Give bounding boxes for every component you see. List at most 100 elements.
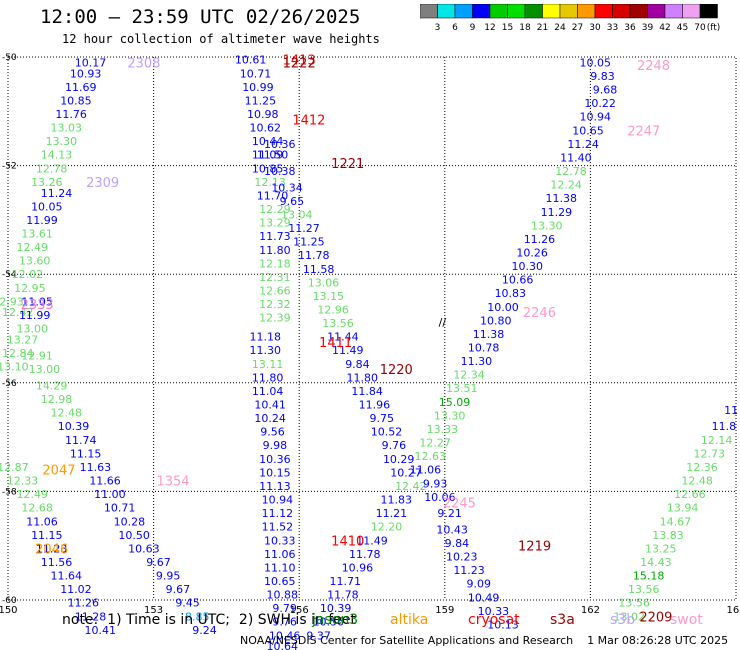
wave-height-label: 9.76 (382, 439, 407, 452)
wave-height-label: 10.28 (114, 515, 146, 528)
wave-height-label: 13.00 (17, 323, 49, 336)
wave-height-label: 10.23 (446, 551, 478, 564)
wave-height-label: 12.42 (395, 480, 427, 493)
colorbar-tick-label: 70 (694, 23, 706, 33)
wave-height-label: 13.29 (259, 217, 291, 230)
wave-height-label: 10.71 (104, 502, 136, 515)
pass-time-label: 2333 (21, 298, 54, 313)
pass-time-label: 1411 (319, 336, 352, 351)
wave-height-label: 9.56 (260, 426, 285, 439)
pass-time-label: 2246 (523, 306, 556, 321)
plot-frame (7, 56, 737, 601)
legend-s3b: s3b (610, 612, 636, 628)
wave-height-label: 10.15 (259, 466, 291, 479)
y-tick-label: -54 (2, 270, 17, 280)
wave-height-label: 11.40 (560, 151, 592, 164)
wave-height-label: 9.75 (369, 412, 394, 425)
wave-height-label: 11.12 (262, 507, 294, 520)
legend-altika: altika (390, 612, 429, 628)
wave-height-label: 10.85 (252, 162, 284, 175)
wave-height-label: 11.25 (245, 94, 277, 107)
pass-time-label: 1410 (331, 534, 364, 549)
wave-height-label: 15.18 (633, 570, 665, 583)
wave-height-label: 11.74 (65, 434, 97, 447)
wave-height-label: 11.73 (259, 230, 291, 243)
wave-height-label: 14.67 (660, 515, 692, 528)
colorbar-tick-label: 15 (502, 23, 513, 33)
wave-height-label: 10.99 (242, 81, 274, 94)
wave-height-label: 10.98 (247, 108, 279, 121)
pass-time-label: 2248 (637, 59, 670, 74)
pass-time-label: 1220 (380, 363, 413, 378)
wave-height-label: 10.61 (235, 54, 267, 67)
wave-height-label: 10.17 (75, 56, 107, 69)
wave-height-label: 10.34 (271, 181, 303, 194)
wave-height-label: 12.24 (550, 179, 582, 192)
wave-height-label: 9.95 (156, 570, 181, 583)
y-tick-label: -52 (2, 162, 17, 172)
colorbar-tick-label: 24 (554, 23, 566, 33)
wave-height-label: 10.49 (468, 591, 500, 604)
page-title: 12:00 – 23:59 UTC 02/26/2025 (40, 6, 361, 28)
wave-height-label: 11.23 (453, 564, 485, 577)
wave-height-label: 10.65 (264, 575, 296, 588)
wave-height-label: 12.27 (419, 437, 451, 450)
wave-height-label: 10.41 (254, 399, 286, 412)
wave-height-label: 13.27 (7, 333, 39, 346)
wave-height-label: 9.76 (272, 616, 297, 629)
colorbar-tick-label: 21 (537, 23, 548, 33)
wave-height-label: 10.29 (383, 453, 415, 466)
wave-height-label: 9.98 (263, 439, 288, 452)
colorbar-tick-label: 45 (677, 23, 688, 33)
wave-height-label: 11.99 (19, 309, 51, 322)
page-subtitle: 12 hour collection of altimeter wave hei… (62, 32, 380, 46)
wave-height-label: 13.56 (628, 583, 660, 596)
wave-height-label: 13.60 (19, 255, 51, 268)
wave-height-label: 11.71 (330, 575, 362, 588)
wave-height-label: 10.93 (70, 67, 102, 80)
wave-height-label: 9.79 (272, 602, 297, 615)
wave-height-label: 10.44 (252, 135, 284, 148)
wave-height-label: 11.84 (351, 385, 383, 398)
wave-height-label: 10.88 (266, 589, 298, 602)
wave-height-label: 11.04 (252, 385, 284, 398)
colorbar-tick-label: 9 (470, 23, 476, 33)
x-tick-label: 153 (144, 605, 163, 616)
wave-height-label: 11.49 (332, 344, 364, 357)
wave-height-label: 12.66 (674, 488, 706, 501)
y-tick-label: -56 (2, 379, 17, 389)
wave-height-label: 10.38 (264, 165, 296, 178)
wave-height-label: 13.25 (645, 542, 677, 555)
wave-height-label: 12.98 (41, 393, 73, 406)
colorbar-tick-label: 33 (607, 23, 618, 33)
wave-height-label: 13.00 (29, 363, 61, 376)
wave-height-label: 12.96 (317, 303, 349, 316)
wave-height-label: 10.27 (390, 466, 422, 479)
colorbar-tick-label: 36 (624, 23, 636, 33)
wave-height-label: 12.49 (17, 241, 49, 254)
wave-height-label: 11.10 (264, 561, 296, 574)
wave-height-label: 12.13 (254, 176, 286, 189)
wave-height-label: 13.11 (252, 358, 284, 371)
wave-height-label: 13.56 (618, 597, 650, 610)
pass-time-label: 2245 (443, 496, 476, 511)
wave-height-label: 13.30 (531, 219, 563, 232)
colorbar-tick-label: 30 (589, 23, 601, 33)
wave-height-label: 9.65 (280, 195, 305, 208)
footer-credit: NOAA/NESDIS Center for Satellite Applica… (240, 634, 729, 647)
wave-height-label: 12.95 (14, 282, 46, 295)
wave-height-label: 10.56 (313, 616, 345, 629)
pass-time-label: 1221 (331, 157, 364, 172)
wave-height-label: 10.83 (495, 287, 527, 300)
wave-height-label: 11.15 (31, 529, 63, 542)
colorbar-tick-label: 42 (659, 23, 670, 33)
wave-height-label: 13.83 (652, 529, 684, 542)
wave-height-label: 11.25 (293, 236, 325, 249)
wave-height-label: 12.73 (694, 447, 726, 460)
wave-height-label: 11.80 (347, 371, 379, 384)
wave-height-label: 10.41 (84, 624, 116, 637)
y-tick-label: -60 (2, 596, 17, 606)
wave-height-label: 9.67 (166, 583, 191, 596)
wave-height-label: 10.36 (259, 453, 291, 466)
